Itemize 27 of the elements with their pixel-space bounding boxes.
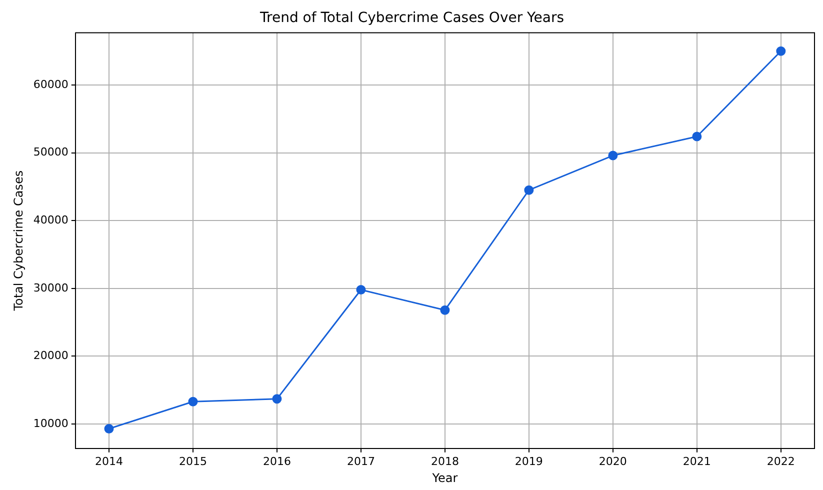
y-tick-label: 30000	[33, 281, 68, 294]
chart-title: Trend of Total Cybercrime Cases Over Years	[259, 10, 564, 26]
point	[692, 132, 702, 142]
point	[104, 424, 114, 434]
y-tick-label: 60000	[33, 78, 68, 91]
point	[776, 46, 786, 56]
y-tick-label: 20000	[33, 349, 68, 362]
x-tick-label: 2021	[682, 454, 711, 468]
x-tick-label: 2014	[94, 454, 123, 468]
x-tick-label: 2022	[766, 454, 795, 468]
y-axis-title: Total Cybercrime Cases	[11, 170, 26, 312]
x-tick-label: 2019	[514, 454, 543, 468]
point	[272, 394, 282, 404]
y-tick-label: 50000	[33, 146, 68, 159]
x-tick-label: 2020	[598, 454, 627, 468]
point	[608, 150, 618, 160]
x-axis-title: Year	[431, 470, 458, 485]
x-tick-label: 2018	[430, 454, 459, 468]
x-tick-label: 2015	[178, 454, 207, 468]
x-tick-label: 2016	[262, 454, 291, 468]
y-tick-label: 10000	[33, 416, 68, 430]
point	[440, 305, 450, 315]
point	[356, 285, 366, 295]
point	[524, 185, 534, 195]
point	[188, 396, 198, 406]
y-tick-label: 40000	[33, 213, 68, 226]
x-tick-label: 2017	[346, 454, 375, 468]
